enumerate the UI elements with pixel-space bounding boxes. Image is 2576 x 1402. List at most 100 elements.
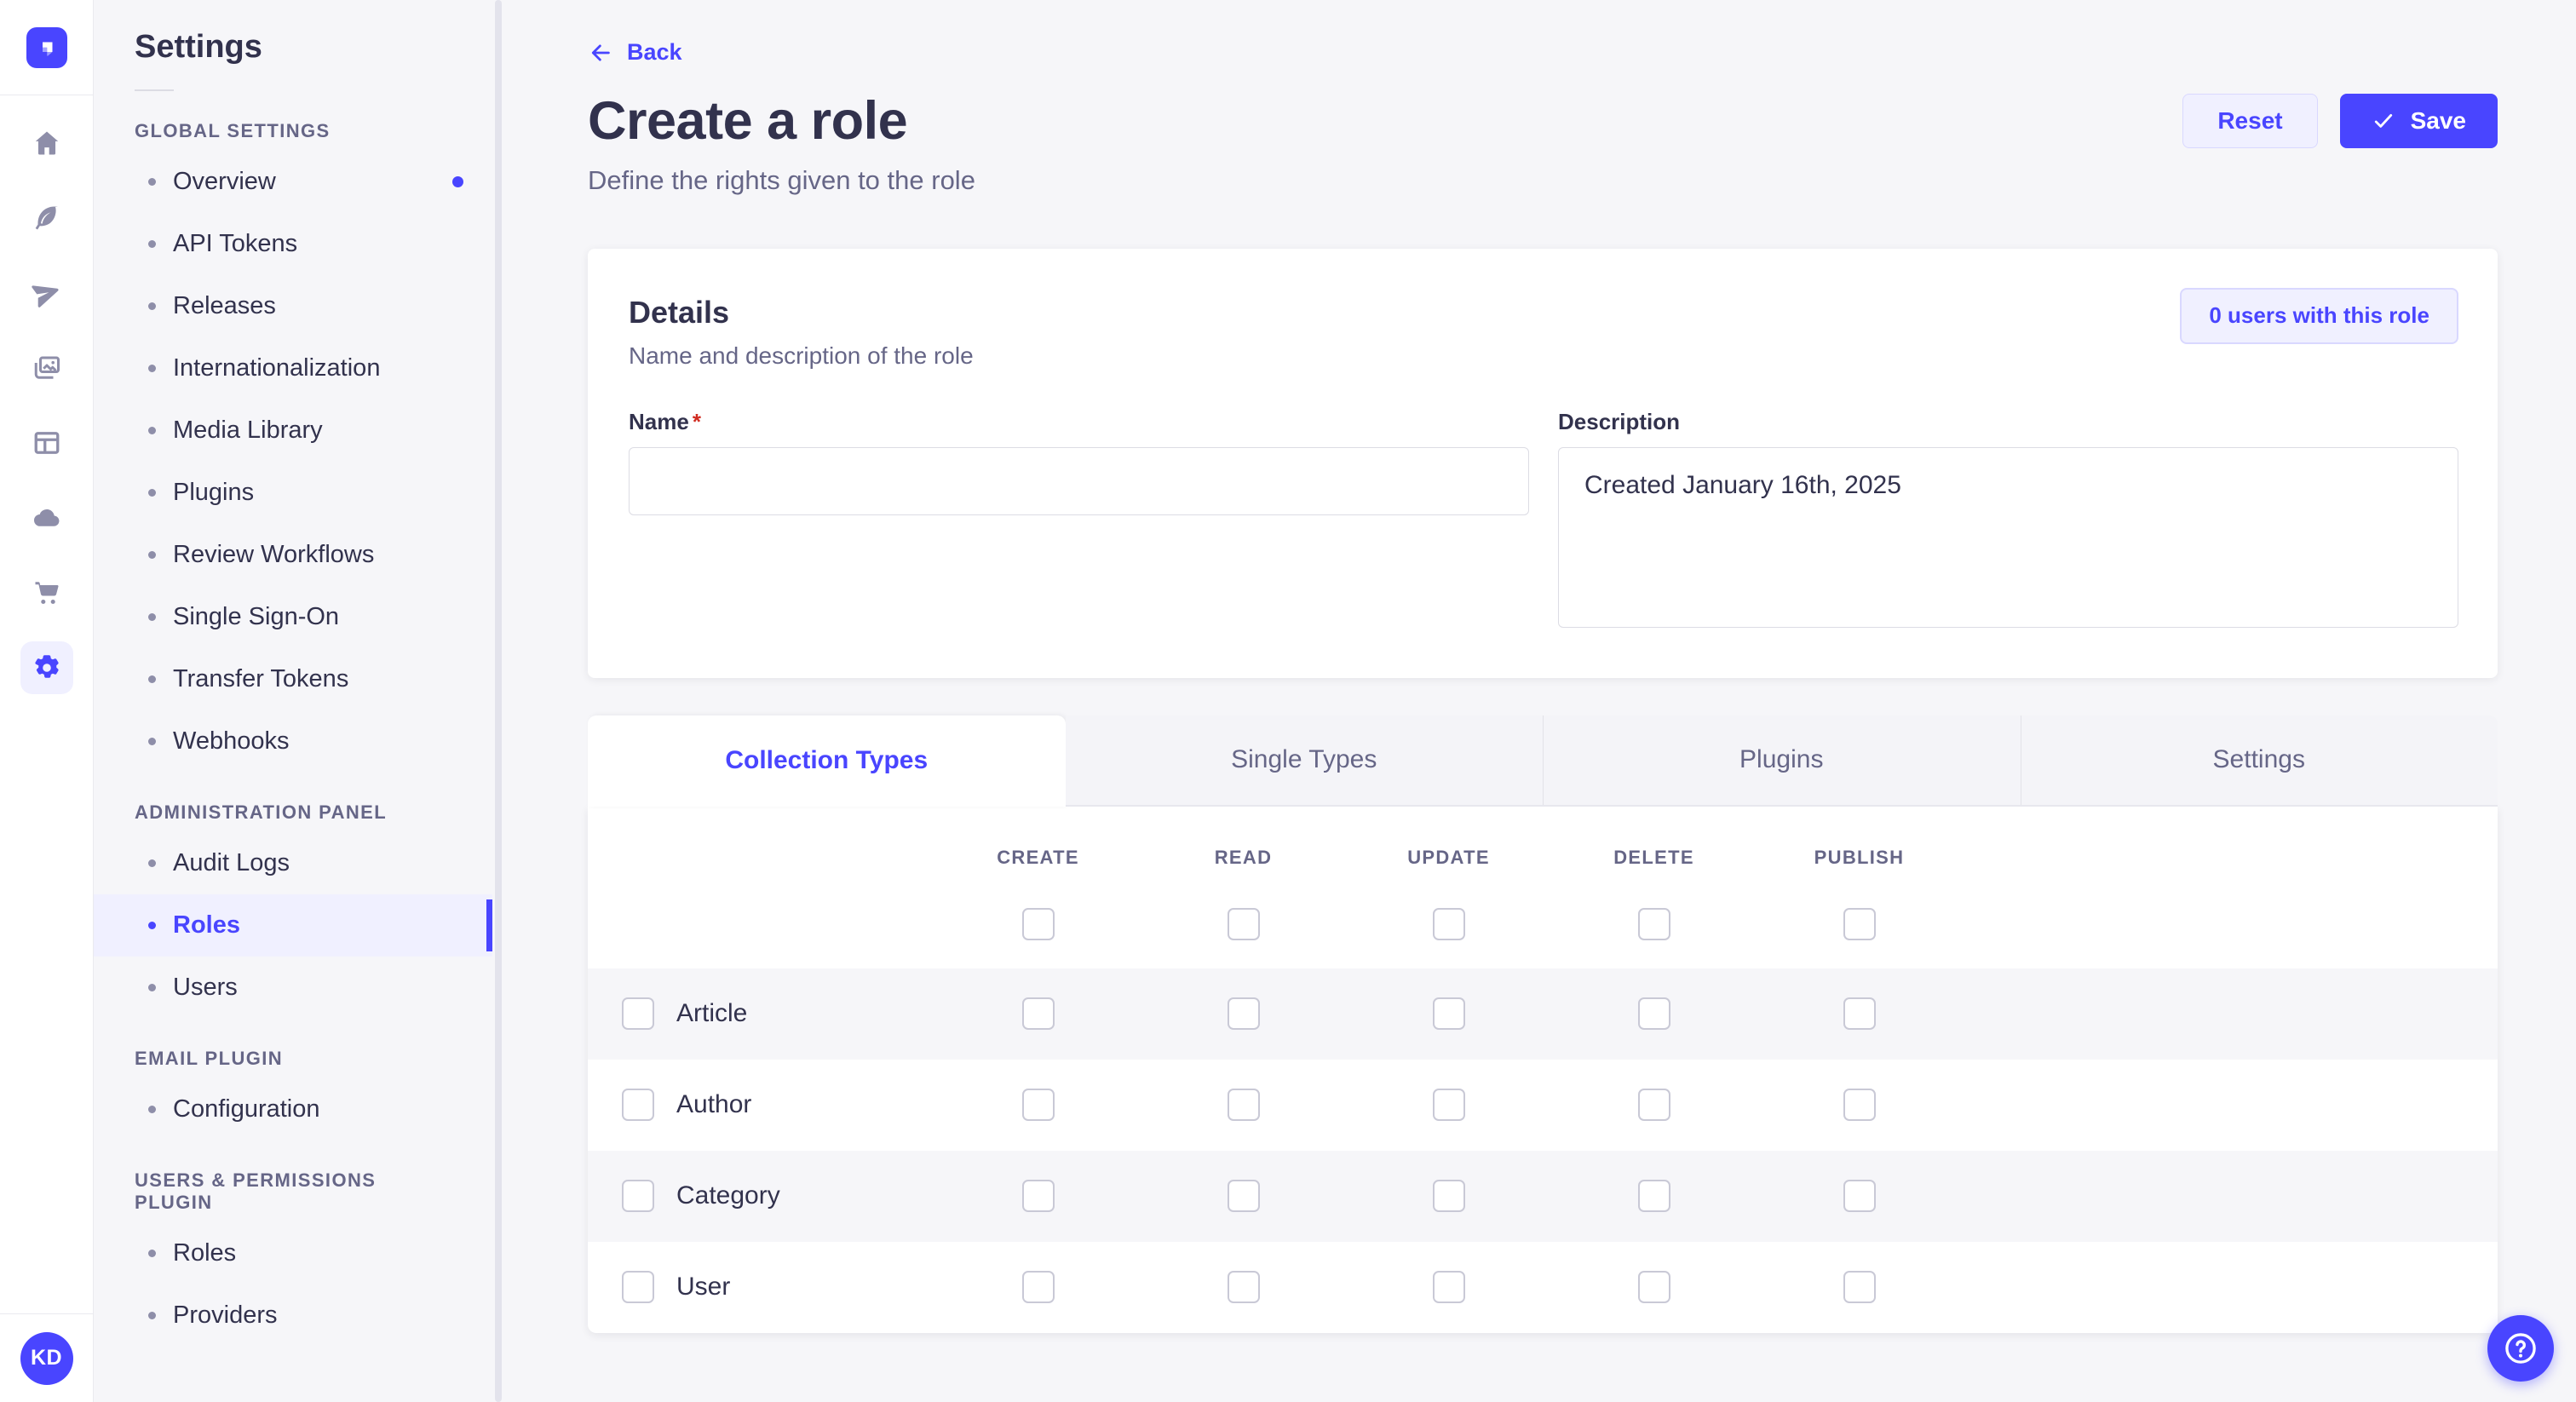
user-create-checkbox[interactable] [1021, 1271, 1055, 1303]
feather-icon [35, 206, 58, 230]
description-textarea[interactable]: Created January 16th, 2025 [1558, 446, 2458, 628]
permissions-section: Collection Types Single Types Plugins Setti… [588, 715, 2498, 1333]
user-publish-checkbox[interactable] [1843, 1271, 1876, 1303]
sidebar-item-users[interactable]: Users [94, 957, 492, 1019]
sidebar-item-audit-logs[interactable]: Audit Logs [94, 832, 492, 894]
permissions-tabs: Collection Types Single Types Plugins Setti… [588, 715, 2498, 807]
select-all-cell-delete [1551, 907, 1757, 940]
sidebar-divider [135, 89, 174, 91]
sidebar-item-providers[interactable]: Providers [94, 1284, 492, 1347]
sidebar-item-plugins[interactable]: Plugins [94, 462, 492, 524]
select-all-delete-checkbox[interactable] [1637, 907, 1670, 940]
rail-item-gear-icon[interactable] [0, 630, 94, 705]
author-delete-checkbox[interactable] [1637, 1089, 1670, 1121]
tab-collection-types[interactable]: Collection Types [588, 715, 1066, 807]
article-delete-checkbox[interactable] [1637, 997, 1670, 1030]
select-all-cell-update [1346, 907, 1551, 940]
article-publish-checkbox[interactable] [1843, 997, 1876, 1030]
author-create-checkbox[interactable] [1021, 1089, 1055, 1121]
category-create-checkbox[interactable] [1021, 1180, 1055, 1212]
bullet-icon [148, 859, 156, 867]
rail-item-layout-panel-icon[interactable] [0, 405, 94, 480]
rail-footer: KD [0, 1313, 93, 1402]
tab-plugins[interactable]: Plugins [1543, 715, 2021, 807]
column-header-create: Create [997, 846, 1079, 868]
page-title: Create a role [588, 90, 908, 151]
rail-item-shopping-cart-icon[interactable] [0, 555, 94, 630]
reset-button[interactable]: Reset [2182, 93, 2318, 148]
sidebar-item-label: Providers [173, 1301, 278, 1329]
back-link[interactable]: Back [588, 39, 682, 66]
row-checkbox-author[interactable] [622, 1089, 654, 1121]
details-card: Details Name and description of the role… [588, 248, 2498, 678]
sidebar-item-single-sign-on[interactable]: Single Sign-On [94, 586, 492, 648]
select-all-update-checkbox[interactable] [1432, 907, 1465, 940]
author-publish-checkbox[interactable] [1843, 1089, 1876, 1121]
strapi-logo[interactable] [26, 26, 67, 68]
user-delete-checkbox[interactable] [1637, 1271, 1670, 1303]
permissions-panel: Create Read Update Delete Publish Article Auth… [588, 806, 2498, 1333]
sidebar-item-webhooks[interactable]: Webhooks [94, 710, 492, 773]
header-actions: Reset Save [2182, 93, 2498, 148]
bullet-icon [148, 302, 156, 310]
select-all-publish-checkbox[interactable] [1843, 907, 1876, 940]
required-asterisk: * [692, 408, 701, 434]
sidebar-item-media-library[interactable]: Media Library [94, 399, 492, 462]
bullet-icon [148, 489, 156, 497]
save-button[interactable]: Save [2339, 93, 2498, 148]
user-avatar[interactable]: KD [20, 1331, 73, 1385]
rail-item-media-library-icon[interactable] [0, 330, 94, 405]
sidebar-item-overview[interactable]: Overview [94, 151, 492, 213]
tab-settings[interactable]: Settings [2020, 715, 2498, 807]
rail-item-home-icon[interactable] [0, 106, 94, 181]
category-delete-checkbox[interactable] [1637, 1180, 1670, 1212]
perm-cell-user-publish [1757, 1271, 1962, 1303]
perm-cell-category-update [1346, 1180, 1551, 1212]
article-read-checkbox[interactable] [1227, 997, 1260, 1030]
sidebar-item-roles[interactable]: Roles [94, 894, 492, 957]
article-create-checkbox[interactable] [1021, 997, 1055, 1030]
row-lead-cell: Category [588, 1180, 935, 1212]
user-update-checkbox[interactable] [1432, 1271, 1465, 1303]
sidebar-item-transfer-tokens[interactable]: Transfer Tokens [94, 648, 492, 710]
rail-item-paper-plane-icon[interactable] [0, 256, 94, 330]
sidebar-section-header-administration-panel: ADMINISTRATION PANEL [135, 802, 388, 823]
sidebar-scrollbar[interactable] [495, 0, 502, 1402]
author-update-checkbox[interactable] [1432, 1089, 1465, 1121]
sidebar-item-review-workflows[interactable]: Review Workflows [94, 524, 492, 586]
article-update-checkbox[interactable] [1432, 997, 1465, 1030]
sidebar-item-internationalization[interactable]: Internationalization [94, 337, 492, 399]
bullet-icon [148, 178, 156, 186]
author-read-checkbox[interactable] [1227, 1089, 1260, 1121]
category-publish-checkbox[interactable] [1843, 1180, 1876, 1212]
user-read-checkbox[interactable] [1227, 1271, 1260, 1303]
category-read-checkbox[interactable] [1227, 1180, 1260, 1212]
sidebar-item-releases[interactable]: Releases [94, 275, 492, 337]
select-all-create-checkbox[interactable] [1021, 907, 1055, 940]
perm-cell-category-delete [1551, 1180, 1757, 1212]
users-with-role-button[interactable]: 0 users with this role [2180, 287, 2458, 344]
select-all-read-checkbox[interactable] [1227, 907, 1260, 940]
bullet-icon [148, 675, 156, 683]
row-checkbox-article[interactable] [622, 997, 654, 1030]
rail-item-feather-icon[interactable] [0, 181, 94, 256]
sidebar-item-label: Users [173, 974, 238, 1001]
category-update-checkbox[interactable] [1432, 1180, 1465, 1212]
sidebar-item-roles[interactable]: Roles [94, 1222, 492, 1284]
name-input[interactable] [629, 446, 1529, 515]
shopping-cart-icon [35, 582, 59, 605]
details-form: Name * Description Created January 16th, … [629, 409, 2458, 632]
tab-single-types[interactable]: Single Types [1065, 715, 1543, 807]
tab-label: Collection Types [725, 746, 929, 774]
bullet-icon [148, 922, 156, 929]
help-button[interactable] [2487, 1315, 2554, 1382]
row-label: Category [676, 1181, 780, 1210]
sidebar-item-api-tokens[interactable]: API Tokens [94, 213, 492, 275]
rail-item-cloud-icon[interactable] [0, 480, 94, 555]
row-checkbox-user[interactable] [622, 1271, 654, 1303]
perm-cell-article-read [1141, 997, 1346, 1030]
sidebar-item-label: Single Sign-On [173, 603, 340, 630]
bullet-icon [148, 365, 156, 372]
sidebar-item-configuration[interactable]: Configuration [94, 1078, 492, 1141]
row-checkbox-category[interactable] [622, 1180, 654, 1212]
